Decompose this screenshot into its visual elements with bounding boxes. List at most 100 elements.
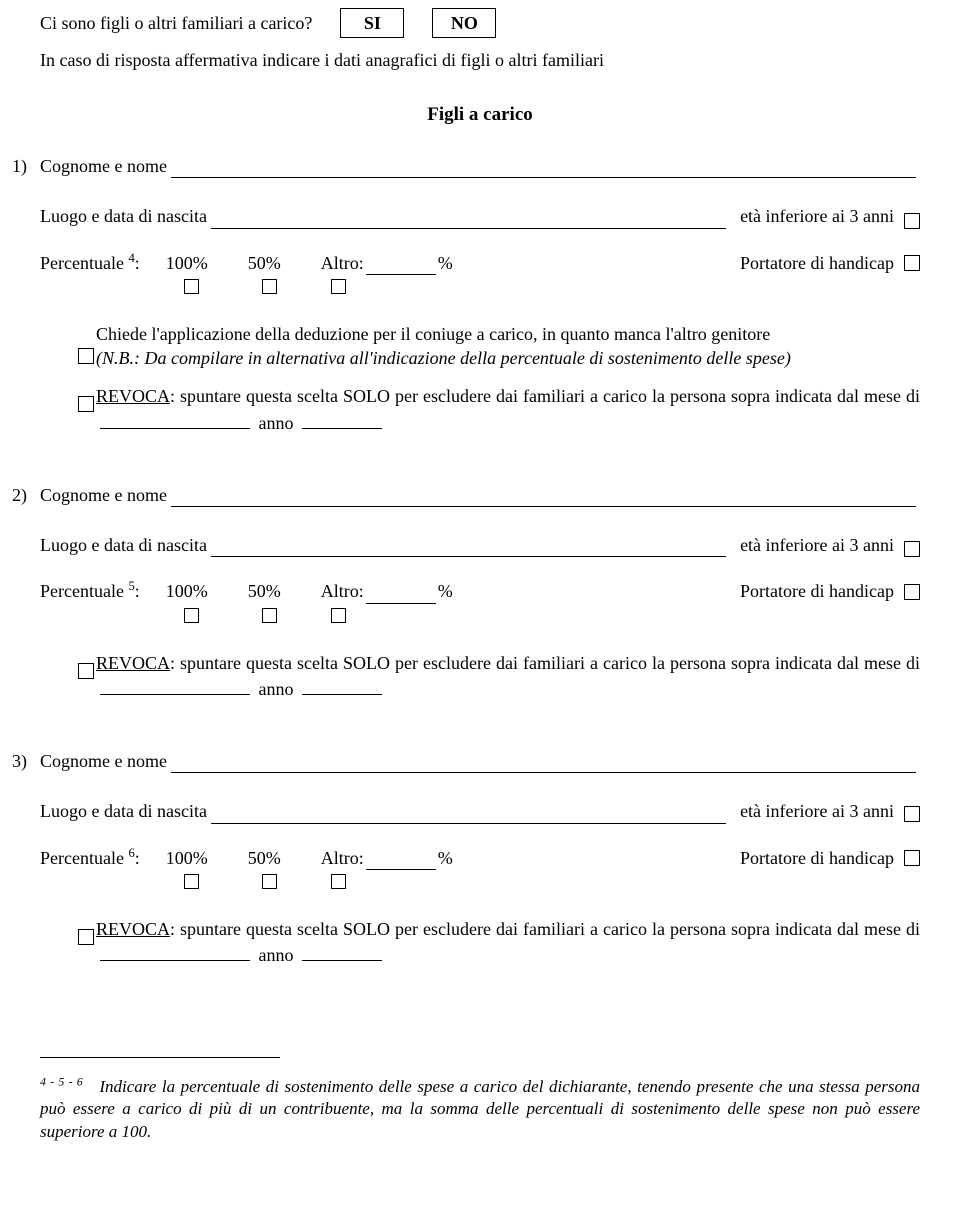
chiede-checkbox[interactable] xyxy=(78,348,94,364)
pct-100-col: 100% xyxy=(166,579,208,622)
portatore-group: Portatore di handicap xyxy=(740,846,920,870)
luogo-field[interactable] xyxy=(211,538,726,558)
pct-altro-checkbox[interactable] xyxy=(331,279,346,294)
revoca-anno-field[interactable] xyxy=(302,409,382,429)
pct-100-label: 100% xyxy=(166,846,208,870)
pct-50-col: 50% xyxy=(248,579,281,622)
chiede-nb: (N.B.: Da compilare in alternativa all'i… xyxy=(96,348,791,368)
chiede-block: Chiede l'applicazione della deduzione pe… xyxy=(68,322,920,371)
portatore-label: Portatore di handicap xyxy=(740,846,894,870)
luogo-row: Luogo e data di nascita età inferiore ai … xyxy=(40,533,920,557)
altro-pct-sign: % xyxy=(438,251,453,275)
luogo-row: Luogo e data di nascita età inferiore ai … xyxy=(40,799,920,823)
cognome-label: Cognome e nome xyxy=(40,749,167,773)
cognome-label: Cognome e nome xyxy=(40,154,167,178)
altro-label: Altro: xyxy=(321,579,364,603)
pct-50-checkbox[interactable] xyxy=(262,279,277,294)
portatore-label: Portatore di handicap xyxy=(740,251,894,275)
pct-50-col: 50% xyxy=(248,251,281,294)
revoca-rest: : spuntare questa scelta SOLO per esclud… xyxy=(170,919,920,939)
revoca-text: REVOCA: spuntare questa scelta SOLO per … xyxy=(96,384,920,434)
eta-portatore-stack xyxy=(904,804,920,824)
cognome-row: 2)Cognome e nome xyxy=(40,483,920,507)
cognome-field[interactable] xyxy=(171,754,916,774)
eta-checkbox[interactable] xyxy=(904,541,920,557)
no-box[interactable]: NO xyxy=(432,8,496,38)
altro-field[interactable] xyxy=(366,584,436,604)
pct-50-label: 50% xyxy=(248,846,281,870)
pct-100-label: 100% xyxy=(166,579,208,603)
luogo-label: Luogo e data di nascita xyxy=(40,799,207,823)
revoca-anno-field[interactable] xyxy=(302,675,382,695)
revoca-word: REVOCA xyxy=(96,919,170,939)
section-title: Figli a carico xyxy=(40,102,920,128)
cognome-field[interactable] xyxy=(171,158,916,178)
revoca-block: REVOCA: spuntare questa scelta SOLO per … xyxy=(68,651,920,701)
child-item-2: 2)Cognome e nome Luogo e data di nascita e… xyxy=(40,483,920,701)
items-container: 1)Cognome e nome Luogo e data di nascita e… xyxy=(40,154,920,967)
cognome-row: 1)Cognome e nome xyxy=(40,154,920,178)
revoca-anno-field[interactable] xyxy=(302,941,382,961)
pct-100-label: 100% xyxy=(166,251,208,275)
portatore-checkbox[interactable] xyxy=(904,255,920,271)
altro-label: Altro: xyxy=(321,251,364,275)
revoca-text: REVOCA: spuntare questa scelta SOLO per … xyxy=(96,917,920,967)
eta-label: età inferiore ai 3 anni xyxy=(740,204,894,228)
revoca-word: REVOCA xyxy=(96,386,170,406)
pct-50-checkbox[interactable] xyxy=(262,608,277,623)
eta-checkbox[interactable] xyxy=(904,806,920,822)
luogo-field[interactable] xyxy=(211,209,726,229)
eta-checkbox[interactable] xyxy=(904,213,920,229)
pct-altro-checkbox[interactable] xyxy=(331,608,346,623)
portatore-group: Portatore di handicap xyxy=(740,579,920,603)
pct-50-checkbox[interactable] xyxy=(262,874,277,889)
cognome-label: Cognome e nome xyxy=(40,483,167,507)
chiede-text: Chiede l'applicazione della deduzione pe… xyxy=(96,322,920,371)
percentuale-label: Percentuale 6: xyxy=(40,846,140,870)
revoca-checkbox[interactable] xyxy=(78,663,94,679)
footnote: 4 - 5 - 6 Indicare la percentuale di sos… xyxy=(40,1076,920,1142)
page: Ci sono figli o altri familiari a carico… xyxy=(0,0,960,1207)
question-text: Ci sono figli o altri familiari a carico… xyxy=(40,11,312,35)
portatore-checkbox[interactable] xyxy=(904,584,920,600)
revoca-anno-label: anno xyxy=(259,679,294,699)
luogo-field[interactable] xyxy=(211,804,726,824)
revoca-mese-field[interactable] xyxy=(100,675,250,695)
portatore-checkbox[interactable] xyxy=(904,850,920,866)
pct-100-col: 100% xyxy=(166,846,208,889)
luogo-row: Luogo e data di nascita età inferiore ai … xyxy=(40,204,920,228)
revoca-block: REVOCA: spuntare questa scelta SOLO per … xyxy=(68,917,920,967)
luogo-label: Luogo e data di nascita xyxy=(40,533,207,557)
question-row: Ci sono figli o altri familiari a carico… xyxy=(40,0,920,38)
pct-altro-col: Altro:% xyxy=(321,251,453,294)
revoca-block: REVOCA: spuntare questa scelta SOLO per … xyxy=(68,384,920,434)
pct-100-checkbox[interactable] xyxy=(184,608,199,623)
pct-altro-checkbox[interactable] xyxy=(331,874,346,889)
yes-box[interactable]: SI xyxy=(340,8,404,38)
luogo-label: Luogo e data di nascita xyxy=(40,204,207,228)
eta-label: età inferiore ai 3 anni xyxy=(740,799,894,823)
revoca-anno-label: anno xyxy=(259,413,294,433)
portatore-group: Portatore di handicap xyxy=(740,251,920,275)
percentuale-row: Percentuale 4:100%50%Altro:%Portatore di… xyxy=(40,251,920,294)
altro-field[interactable] xyxy=(366,255,436,275)
child-item-1: 1)Cognome e nome Luogo e data di nascita e… xyxy=(40,154,920,435)
cognome-field[interactable] xyxy=(171,487,916,507)
eta-label: età inferiore ai 3 anni xyxy=(740,533,894,557)
revoca-checkbox[interactable] xyxy=(78,929,94,945)
percentuale-label: Percentuale 5: xyxy=(40,579,140,603)
revoca-checkbox[interactable] xyxy=(78,396,94,412)
footnote-separator xyxy=(40,1057,280,1058)
revoca-text: REVOCA: spuntare questa scelta SOLO per … xyxy=(96,651,920,701)
revoca-mese-field[interactable] xyxy=(100,409,250,429)
revoca-mese-field[interactable] xyxy=(100,941,250,961)
altro-field[interactable] xyxy=(366,850,436,870)
pct-50-label: 50% xyxy=(248,579,281,603)
pct-100-checkbox[interactable] xyxy=(184,279,199,294)
altro-label: Altro: xyxy=(321,846,364,870)
revoca-anno-label: anno xyxy=(259,945,294,965)
pct-100-col: 100% xyxy=(166,251,208,294)
item-number: 1) xyxy=(12,154,40,178)
percentuale-row: Percentuale 5:100%50%Altro:%Portatore di… xyxy=(40,579,920,622)
pct-100-checkbox[interactable] xyxy=(184,874,199,889)
